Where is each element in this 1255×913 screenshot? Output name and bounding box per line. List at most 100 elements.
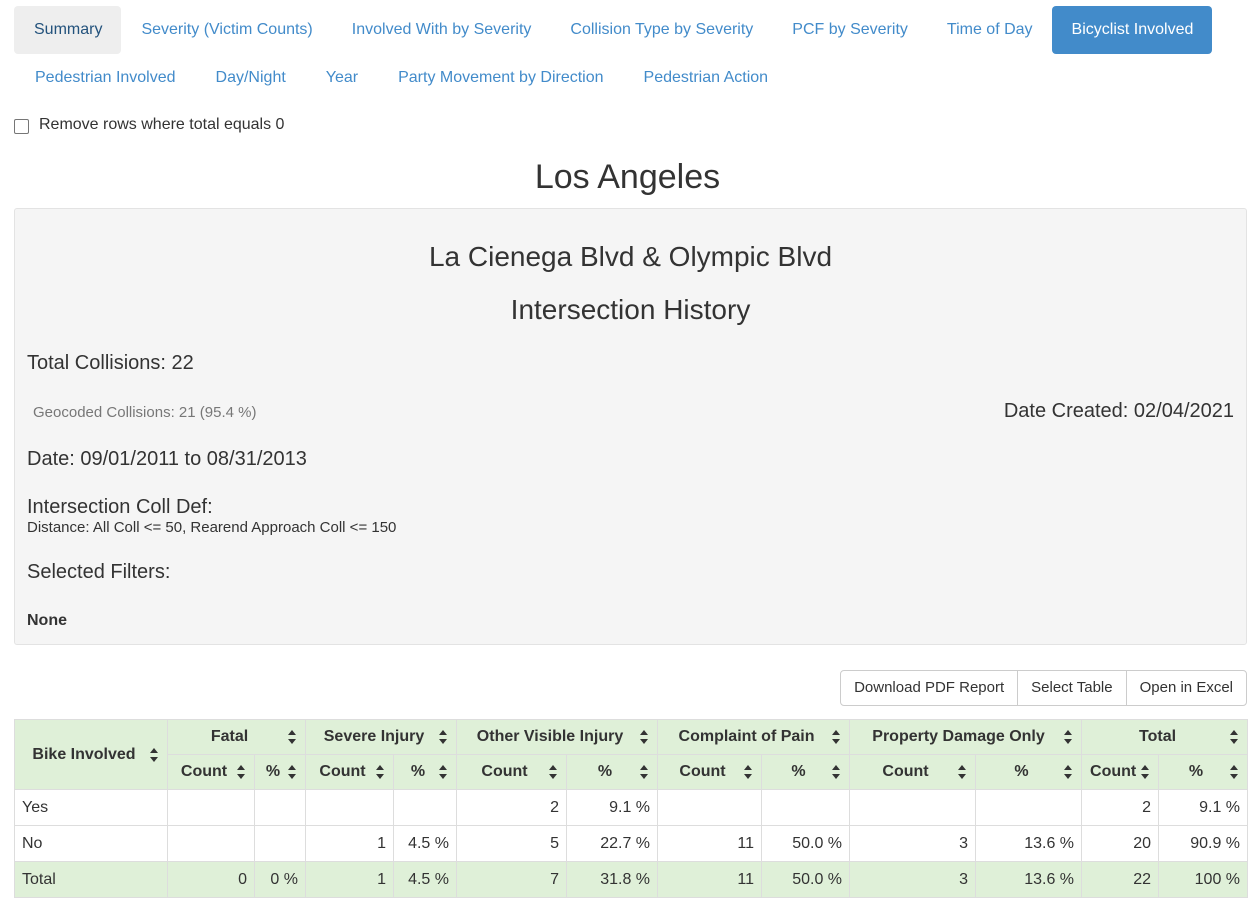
tab-party-movement-by-direction[interactable]: Party Movement by Direction [398, 69, 604, 86]
remove-zero-rows-label[interactable]: Remove rows where total equals 0 [39, 116, 285, 133]
selected-filters-label: Selected Filters: [27, 561, 171, 583]
column-header-property-damage-only[interactable]: Property Damage Only [849, 719, 1083, 755]
table-cell [167, 825, 255, 862]
table-group-header: Bike Involved Fatal Severe Injury Other … [14, 719, 1249, 790]
table-cell: 11 [657, 861, 763, 898]
location-title: La Cienega Blvd & Olympic Blvd [428, 241, 833, 272]
table-cell [849, 789, 977, 826]
column-header-count[interactable]: Count [456, 754, 567, 790]
sort-icon [958, 765, 967, 779]
table-cell [657, 789, 763, 826]
column-header-count[interactable]: Count [167, 754, 255, 790]
sort-icon [549, 765, 558, 779]
sort-icon [1230, 765, 1239, 779]
tab-row-2: Pedestrian Involved Day/Night Year Party… [14, 54, 1244, 102]
remove-zero-rows-filter: Remove rows where total equals 0 [14, 116, 284, 134]
table-cell: 4.5 % [393, 861, 457, 898]
column-header-bike-involved[interactable]: Bike Involved [14, 719, 168, 790]
table-cell: 100 % [1158, 861, 1249, 898]
table-cell: 13.6 % [975, 825, 1083, 862]
open-excel-button[interactable]: Open in Excel [1125, 670, 1247, 706]
sort-icon [832, 765, 841, 779]
sort-icon [439, 765, 448, 779]
bike-involved-table: Bike Involved Fatal Severe Injury Other … [14, 719, 1249, 898]
column-header-percent[interactable]: % [761, 754, 851, 790]
tab-pcf-by-severity[interactable]: PCF by Severity [792, 21, 908, 38]
column-header-count[interactable]: Count [849, 754, 977, 790]
date-created: Date Created: 02/04/2021 [1003, 400, 1234, 422]
table-cell [393, 789, 457, 826]
table-row: Yes 2 9.1 % 2 9.1 % [14, 789, 1249, 826]
tab-year[interactable]: Year [325, 69, 359, 86]
table-cell: 20 [1081, 825, 1160, 862]
intersection-def-value: Distance: All Coll <= 50, Rearend Approa… [27, 519, 397, 536]
row-label: No [14, 825, 168, 862]
column-header-percent[interactable]: % [393, 754, 457, 790]
row-label: Total [14, 861, 168, 898]
column-header-percent[interactable]: % [975, 754, 1083, 790]
table-cell: 0 [167, 861, 255, 898]
sort-icon [640, 765, 649, 779]
column-header-other-visible-injury[interactable]: Other Visible Injury [455, 719, 659, 755]
table-sub-header: Count % Count % Count % Count % Count % … [15, 754, 1249, 790]
column-header-percent[interactable]: % [1158, 754, 1249, 790]
column-header-percent[interactable]: % [254, 754, 306, 790]
table-cell: 31.8 % [565, 861, 659, 898]
table-cell: 13.6 % [975, 861, 1083, 898]
table-cell: 1 [305, 825, 394, 862]
tab-time-of-day[interactable]: Time of Day [946, 21, 1033, 38]
table-cell: 3 [849, 825, 977, 862]
column-header-count[interactable]: Count [305, 754, 394, 790]
tab-day-night[interactable]: Day/Night [215, 69, 286, 86]
table-cell: 7 [456, 861, 567, 898]
report-tabs: Summary Severity (Victim Counts) Involve… [14, 6, 1244, 102]
download-pdf-button[interactable]: Download PDF Report [840, 670, 1019, 706]
intersection-def-label: Intersection Coll Def: [27, 496, 213, 518]
table-cell: 4.5 % [393, 825, 457, 862]
selected-filters-value: None [27, 612, 67, 629]
select-table-button[interactable]: Select Table [1017, 670, 1127, 706]
table-row-total: Total 0 0 % 1 4.5 % 7 31.8 % 11 50.0 % 3… [14, 861, 1249, 898]
tab-bicyclist-involved[interactable]: Bicyclist Involved [1051, 6, 1213, 54]
column-header-total[interactable]: Total [1081, 719, 1249, 755]
tab-summary[interactable]: Summary [14, 6, 122, 54]
tab-pedestrian-action[interactable]: Pedestrian Action [643, 69, 769, 86]
total-collisions: Total Collisions: 22 [27, 352, 194, 374]
tab-row-1: Summary Severity (Victim Counts) Involve… [14, 6, 1244, 54]
table-cell: 50.0 % [761, 825, 851, 862]
table-cell: 5 [456, 825, 567, 862]
column-header-count[interactable]: Count [657, 754, 763, 790]
tab-collision-type-by-severity[interactable]: Collision Type by Severity [570, 21, 754, 38]
remove-zero-rows-checkbox[interactable] [14, 119, 29, 134]
column-header-count[interactable]: Count [1081, 754, 1160, 790]
tab-severity-victim-counts[interactable]: Severity (Victim Counts) [141, 21, 313, 38]
column-header-complaint-of-pain[interactable]: Complaint of Pain [657, 719, 851, 755]
table-cell: 2 [456, 789, 567, 826]
sort-icon [150, 747, 159, 762]
table-cell: 50.0 % [761, 861, 851, 898]
table-cell: 11 [657, 825, 763, 862]
column-header-severe-injury[interactable]: Severe Injury [305, 719, 457, 755]
sort-icon [376, 765, 385, 779]
sort-icon [1064, 765, 1073, 779]
column-header-fatal[interactable]: Fatal [167, 719, 306, 755]
table-cell [761, 789, 851, 826]
table-cell [254, 825, 306, 862]
sort-icon [439, 730, 448, 744]
table-cell: 2 [1081, 789, 1160, 826]
sort-icon [288, 765, 297, 779]
sort-icon [832, 730, 841, 744]
report-summary-panel: La Cienega Blvd & Olympic Blvd Intersect… [14, 208, 1247, 645]
table-cell: 3 [849, 861, 977, 898]
row-label: Yes [14, 789, 168, 826]
table-cell: 0 % [254, 861, 306, 898]
column-header-percent[interactable]: % [565, 754, 659, 790]
tab-involved-with-by-severity[interactable]: Involved With by Severity [351, 21, 532, 38]
table-cell: 9.1 % [1158, 789, 1249, 826]
tab-pedestrian-involved[interactable]: Pedestrian Involved [35, 69, 176, 86]
sort-icon [237, 765, 246, 779]
sort-icon [1230, 730, 1239, 744]
table-cell: 90.9 % [1158, 825, 1249, 862]
table-cell [254, 789, 306, 826]
geocoded-collisions: Geocoded Collisions: 21 (95.4 %) [33, 404, 257, 421]
